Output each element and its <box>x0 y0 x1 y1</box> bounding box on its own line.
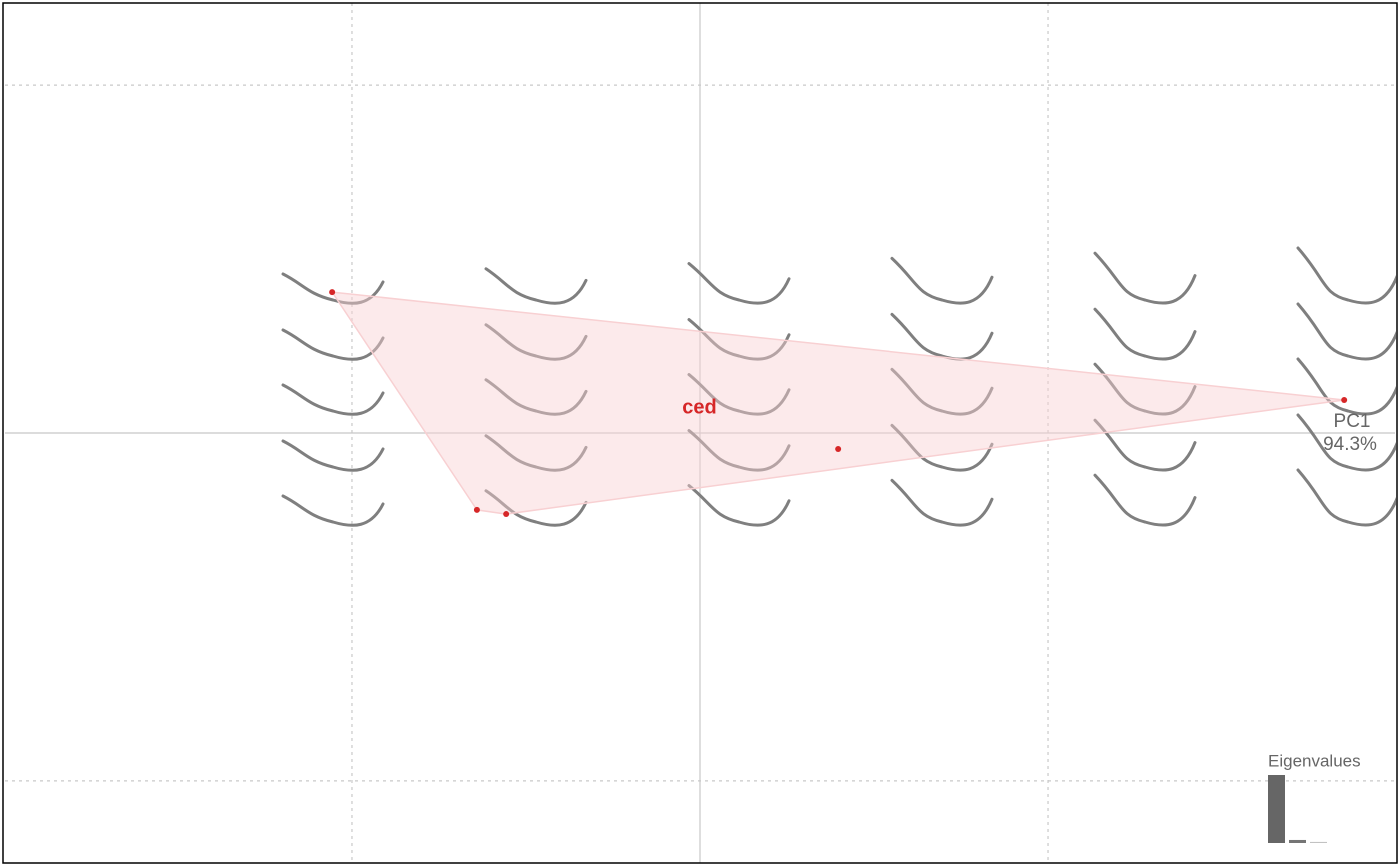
shape-outline <box>687 484 791 527</box>
shape-outline <box>1296 468 1396 527</box>
point <box>329 289 336 296</box>
shape-outline <box>1296 357 1396 416</box>
axis-label: PC1 <box>1334 411 1371 432</box>
shape-outline <box>281 439 385 472</box>
shape-outline <box>484 267 588 305</box>
point <box>835 446 842 453</box>
point <box>503 511 510 518</box>
grid <box>5 3 1395 863</box>
group-label: ced <box>682 396 716 418</box>
shape-outline <box>890 423 994 472</box>
shape-outline <box>687 262 791 305</box>
eigen-bar <box>1310 841 1327 843</box>
group-hull <box>330 291 1345 515</box>
shape-outline <box>484 434 588 472</box>
shape-outline <box>484 378 588 416</box>
shape-outline <box>687 429 791 472</box>
shape-outline <box>890 256 994 305</box>
shape-outline <box>1093 251 1197 305</box>
morphospace <box>281 246 1396 527</box>
shape-outline <box>890 312 994 361</box>
point <box>1341 396 1348 403</box>
point <box>473 506 480 513</box>
eigen-bar <box>1289 839 1306 843</box>
shape-outline <box>1093 473 1197 527</box>
eigen-title: Eigenvalues <box>1268 751 1361 770</box>
shape-outline <box>890 367 994 416</box>
shape-outline <box>1296 413 1396 472</box>
shape-outline <box>1093 362 1197 416</box>
shape-outline <box>484 489 588 527</box>
shape-outline <box>687 318 791 361</box>
shape-outline <box>484 323 588 361</box>
shape-outline <box>1093 418 1197 472</box>
shape-outline <box>1093 307 1197 361</box>
eigen-bar <box>1268 775 1285 843</box>
shape-outline <box>1296 246 1396 305</box>
shape-outline <box>890 478 994 527</box>
shape-outline <box>687 373 791 416</box>
shape-outline <box>281 494 385 527</box>
axis-variance: 94.3% <box>1323 434 1377 455</box>
shape-outline <box>281 383 385 416</box>
shape-outline <box>1296 302 1396 361</box>
